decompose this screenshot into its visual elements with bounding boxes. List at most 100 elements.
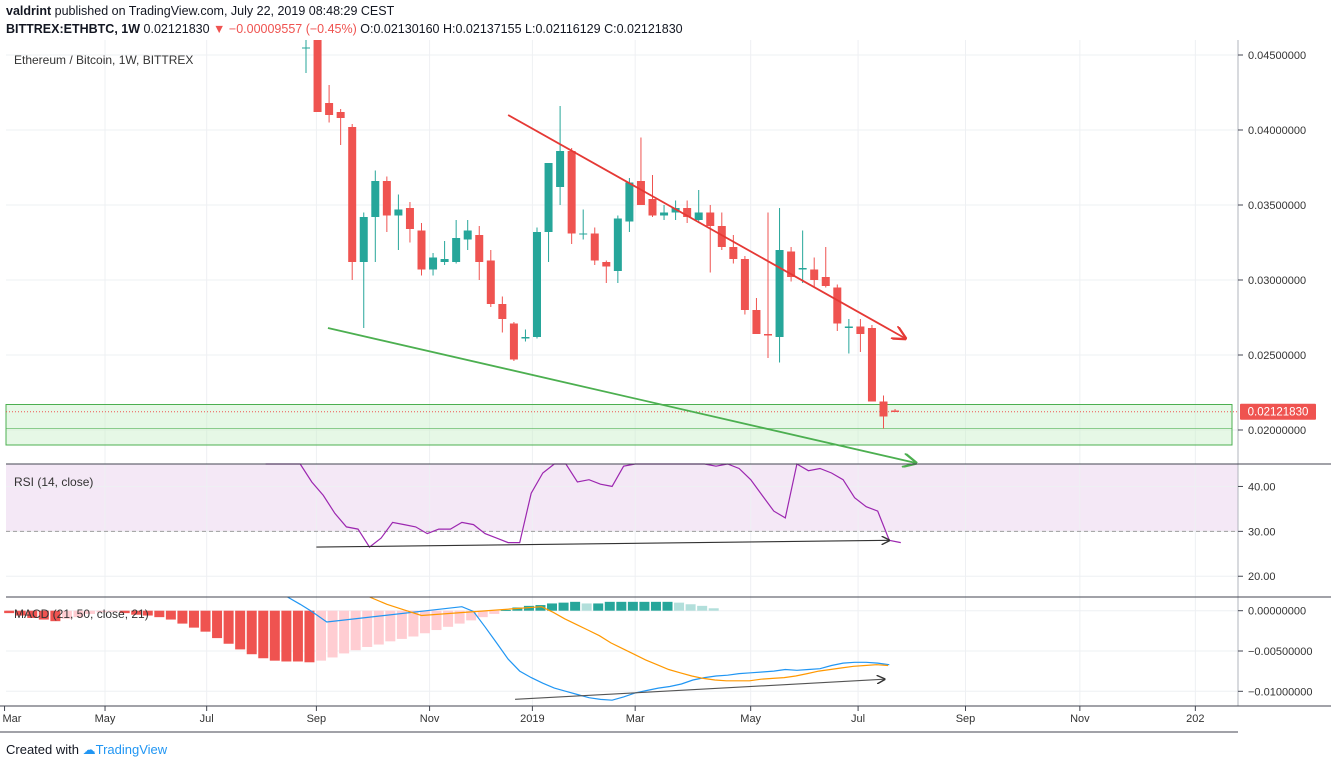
macd-bar-47 [547,603,558,611]
macd-bar-48 [558,602,569,611]
footer: Created with ☁TradingView [6,742,167,758]
candle-body [775,250,784,337]
macd-bar-30 [350,610,361,651]
x-label-6: Mar [626,713,645,725]
candle-36 [717,212,726,250]
candle-4 [348,124,357,280]
rsi-divergence-line [316,540,889,548]
candle-body [833,287,842,324]
candle-body [405,208,414,229]
candle-34 [694,190,703,223]
open-value: 0.02130160 [373,22,440,36]
macd-bar-42 [489,610,500,614]
price-pane-title: Ethereum / Bitcoin, 1W, BITTREX [14,53,193,67]
candle-body [740,259,749,310]
author-name[interactable]: valdrint [6,4,52,18]
price-axes: 0.04500000 0.04000000 0.03500000 0.03000000… [1238,50,1313,698]
candle-44 [810,257,819,288]
candle-49 [867,325,876,402]
candle-42 [787,247,796,282]
candle-body [521,337,530,339]
candle-1 [313,40,322,112]
macd-bar-1 [15,610,26,616]
candle-body [729,247,738,259]
macd-bar-22 [258,610,269,659]
last-price-label: 0.02121830 [1248,407,1309,419]
macd-bar-19 [223,610,234,644]
tradingview-logo-icon[interactable]: ☁ [82,742,96,757]
candle-body [336,112,345,118]
candle-21 [544,163,553,262]
macd-bar-35 [408,610,419,637]
macd-y-label-0: 0.00000000 [1248,606,1306,618]
candle-body [325,103,334,115]
support-zone-layer [5,404,1238,446]
candle-9 [405,202,414,243]
macd-bar-29 [339,610,350,654]
candle-body [590,233,599,261]
macd-pane-title: MACD (21, 50, close, 21) [14,607,149,621]
candle-body [394,209,403,216]
macd-bar-6 [73,610,84,618]
candle-body [891,410,900,412]
candle-body [694,212,703,220]
macd-bar-9 [108,610,119,612]
last-price-tag: 0.02121830 [1240,403,1316,420]
macd-bar-13 [154,610,165,618]
candle-37 [729,235,738,264]
x-label-2: Jul [200,713,214,725]
candle-body [302,47,310,49]
macd-bar-31 [362,610,373,647]
candle-body [463,230,472,240]
x-label-5: 2019 [520,713,544,725]
candle-body [417,230,426,270]
macd-bar-56 [650,601,661,611]
candle-46 [833,284,842,331]
macd-bar-8 [96,610,107,613]
time-axis: Mar May Jul Sep Nov 2019 Mar May Jul Sep Nov 202 [3,706,1205,725]
close-value: 0.02121830 [616,22,683,36]
candle-body [821,277,830,286]
macd-bar-39 [454,610,465,624]
publish-line: valdrint published on TradingView.com, J… [6,4,394,18]
macd-bar-61 [708,608,719,611]
high-label: H: [443,22,456,36]
candle-body [579,233,588,235]
candle-body [856,326,865,334]
x-label-10: Nov [1070,713,1090,725]
publish-info: published on TradingView.com, July 22, 2… [54,4,395,18]
candle-20 [533,227,541,339]
candle-47 [844,319,853,354]
rsi-pane-title: RSI (14, close) [14,475,93,489]
candle-body [879,401,888,417]
macd-bar-51 [593,603,604,611]
candle-31 [660,205,669,220]
candle-body [602,262,611,267]
candle-body [498,304,507,319]
price-pane[interactable] [6,40,1238,463]
macd-bar-23 [269,610,280,661]
macd-bar-59 [685,604,696,611]
candle-35 [706,205,715,273]
candle-body [371,181,380,217]
candle-22 [556,106,565,205]
macd-layer [4,597,890,701]
candle-body [509,323,518,360]
candle-43 [798,230,807,283]
candle-body [348,127,357,262]
candle-26 [602,260,611,283]
ohlc-line: BITTREX:ETHBTC, 1W 0.02121830 ▼ −0.00009… [6,22,683,36]
candle-24 [579,209,588,240]
macd-bar-16 [188,610,199,628]
created-with-label: Created with [6,742,79,757]
macd-y-label-1: −0.00500000 [1248,646,1313,658]
candles [302,40,900,429]
candle-0 [302,40,310,73]
candle-body [452,238,461,262]
candle-body [613,218,622,271]
candle-body [671,208,680,213]
candle-48 [856,319,865,352]
last-price: 0.02121830 [143,22,210,36]
tradingview-brand[interactable]: TradingView [95,742,168,757]
rsi-line [265,463,901,548]
